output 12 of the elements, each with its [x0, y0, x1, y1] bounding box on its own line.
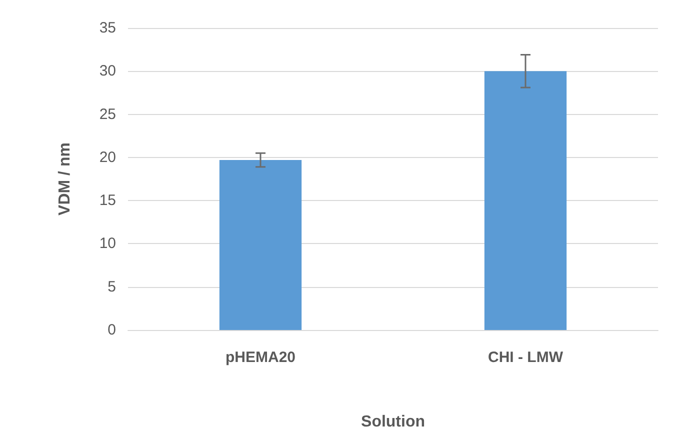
x-axis-title: Solution	[361, 414, 425, 430]
y-tick-label: 10	[99, 235, 116, 252]
y-axis-title: VDM / nm	[56, 142, 74, 216]
y-tick-label: 35	[99, 20, 116, 36]
y-tick-label: 5	[108, 278, 116, 296]
y-tick-label: 25	[99, 106, 116, 123]
y-tick-label: 15	[99, 192, 116, 210]
y-tick-label: 0	[108, 322, 116, 338]
y-tick-label: 30	[99, 62, 116, 80]
x-tick-label: CHI - LMW	[488, 349, 564, 366]
y-tick-label: 20	[99, 148, 116, 166]
x-tick-label: pHEMA20	[225, 349, 296, 366]
